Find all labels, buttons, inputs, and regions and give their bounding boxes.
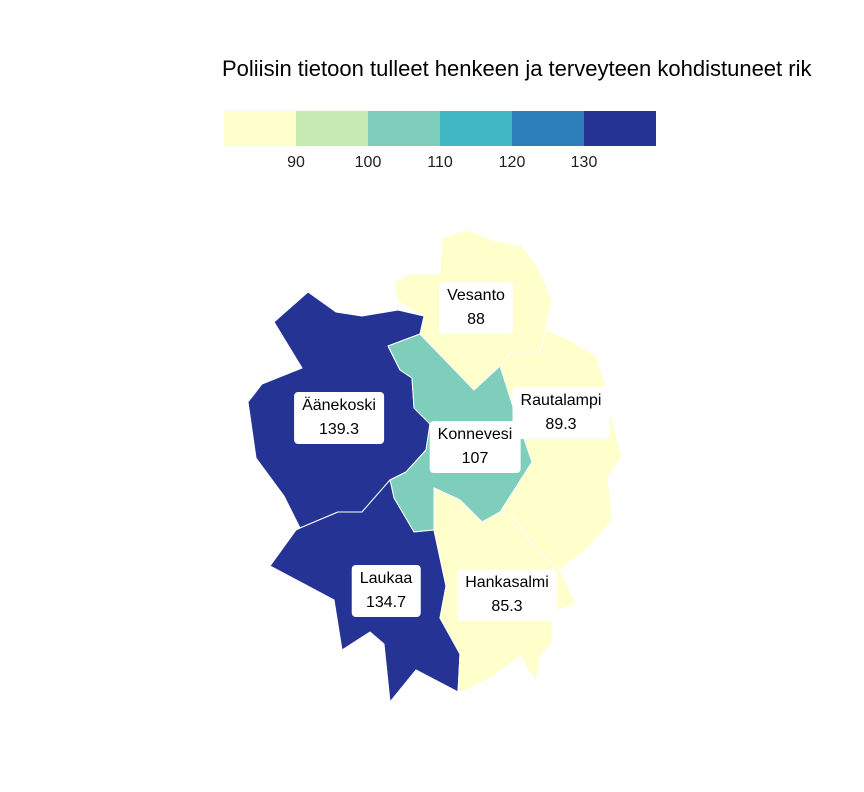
legend-tick: 110 [427,154,453,171]
region-label-aanekoski: Äänekoski 139.3 [294,392,384,444]
legend-swatch-5 [512,111,584,146]
legend-color-bar [224,111,656,146]
region-name: Konnevesi [437,426,513,443]
legend-swatch-4 [440,111,512,146]
legend-tick: 120 [498,154,526,171]
legend-swatch-2 [296,111,368,146]
region-label-laukaa: Laukaa 134.7 [351,565,421,617]
region-value: 134.7 [365,594,407,611]
legend-swatch-1 [224,111,296,146]
region-value: 85.3 [491,598,523,615]
legend-swatch-3 [368,111,440,146]
legend-swatch-6 [584,111,656,146]
region-name: Hankasalmi [465,574,549,591]
region-value: 89.3 [545,416,577,433]
legend-tick: 100 [354,154,382,171]
region-value: 88 [467,311,485,328]
legend-tick: 90 [287,154,305,171]
region-label-hankasalmi: Hankasalmi 85.3 [457,569,557,621]
region-label-rautalampi: Rautalampi 89.3 [512,387,610,439]
region-label-konnevesi: Konnevesi 107 [429,421,521,473]
region-value: 139.3 [318,421,360,438]
region-label-vesanto: Vesanto 88 [439,282,513,334]
map-title: Poliisin tietoon tulleet henkeen ja terv… [222,56,812,81]
legend-tick: 130 [570,154,598,171]
region-value: 107 [461,450,489,467]
region-name: Rautalampi [520,392,602,409]
region-name: Äänekoski [302,397,376,414]
color-legend: 90 100 110 120 130 [224,111,656,181]
region-name: Vesanto [447,287,505,304]
region-name: Laukaa [359,570,413,587]
